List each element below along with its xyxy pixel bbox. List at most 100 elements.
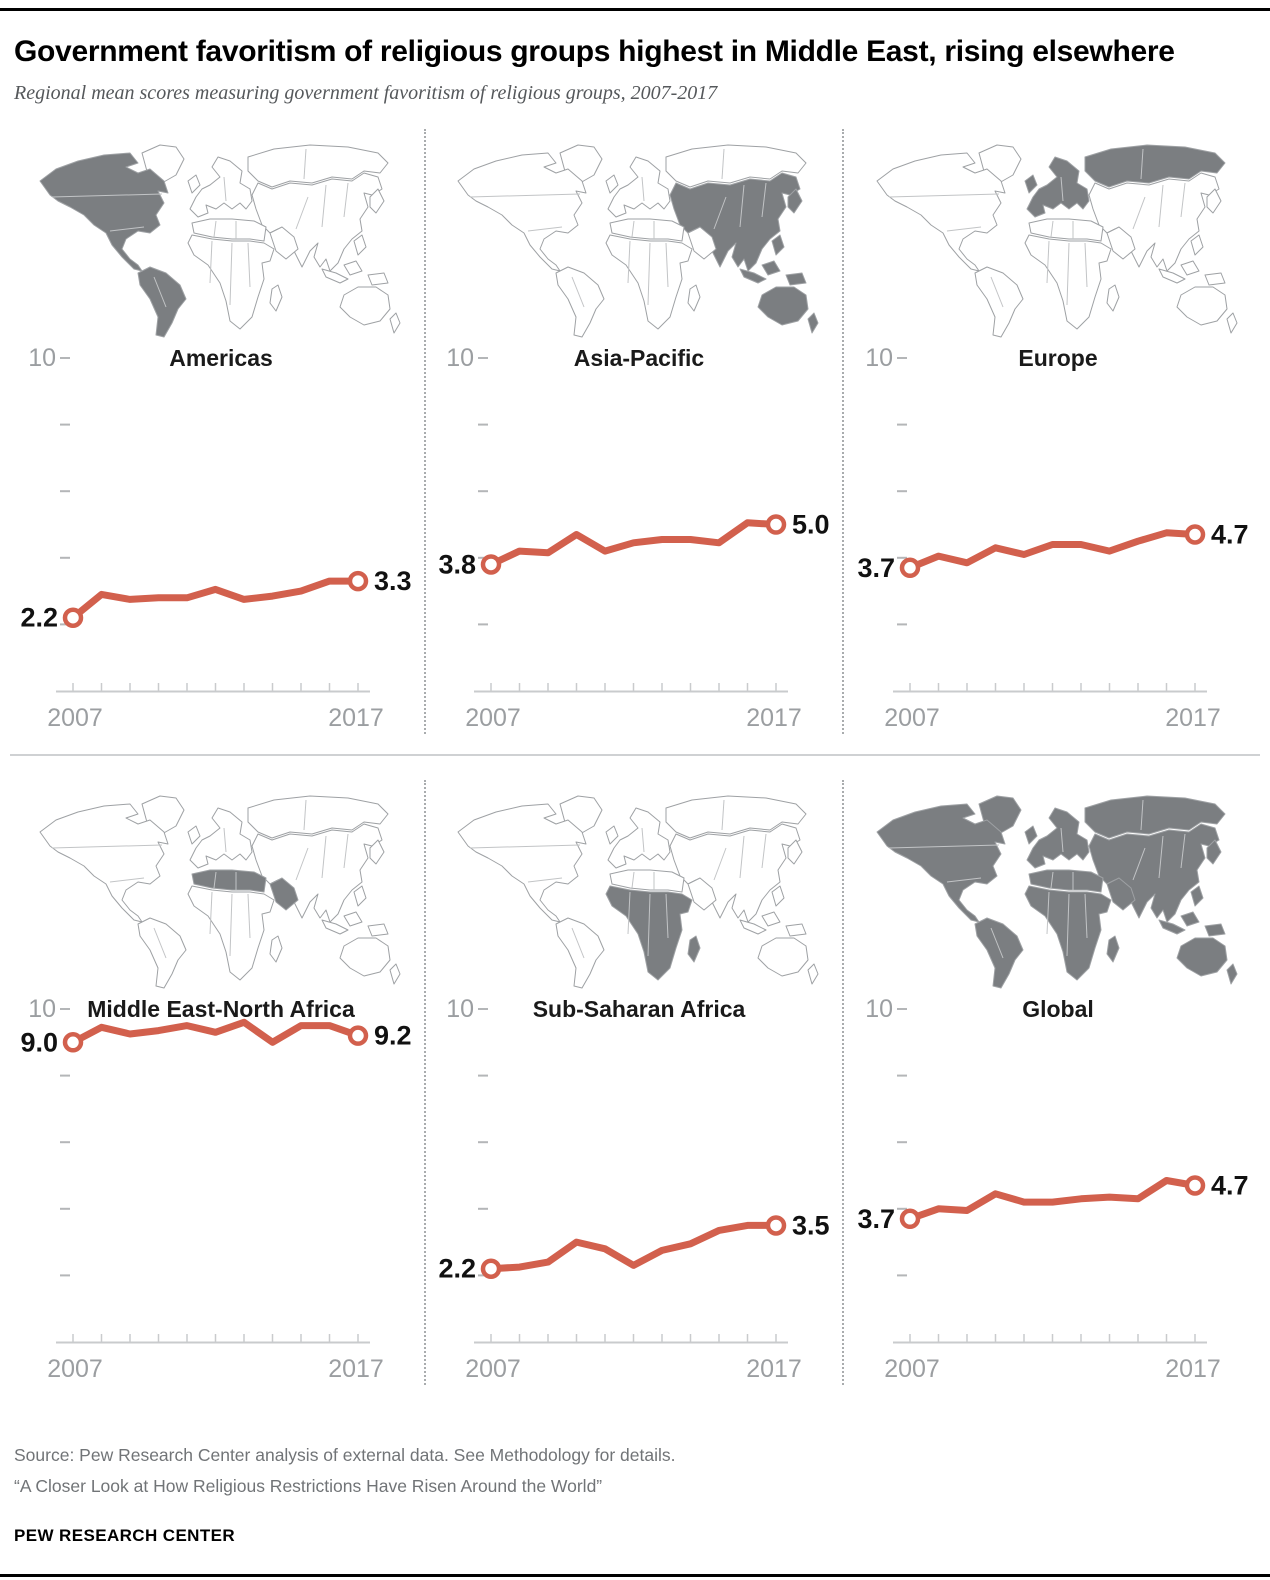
map-country-border: [571, 927, 585, 959]
map-region-japan: [787, 188, 803, 214]
map-region-south_america: [974, 266, 1024, 338]
map-country-border: [247, 242, 251, 288]
start-marker: [480, 554, 502, 575]
map-country-border: [109, 877, 145, 883]
map-region-north_america: [457, 152, 587, 272]
map-country-border: [295, 847, 309, 881]
panel-grid: 10 Americas 2.2 3.3 2007 2017 10 Asia-Pacific 3.…: [0, 129, 1270, 1385]
map-region-mena: [1028, 869, 1136, 911]
map-country-border: [631, 220, 635, 238]
map-country-border: [1050, 220, 1054, 238]
year-start-label: 2007: [465, 704, 521, 732]
footer: Source: Pew Research Center analysis of …: [14, 1443, 1256, 1548]
start-value-label: 2.2: [438, 1254, 476, 1284]
map-region-australia: [757, 937, 809, 977]
map-country-border: [469, 844, 581, 849]
map-region-japan: [369, 188, 385, 214]
map-region-australia: [339, 937, 391, 977]
map-region-sea_islands: [1158, 234, 1226, 286]
map-region-madagascar: [269, 284, 283, 312]
map-country-border: [343, 182, 349, 218]
start-value-label: 9.0: [20, 1027, 58, 1057]
start-marker: [899, 557, 921, 579]
map-region-australia: [1176, 937, 1228, 977]
map-country-border: [343, 833, 349, 869]
global-chart: 10 Global 3.7 4.7 2007 2017: [857, 995, 1249, 1383]
map-region-uk: [605, 174, 619, 194]
map-region-europe: [607, 156, 671, 218]
map-region-japan: [369, 839, 385, 865]
end-value-label: 3.3: [374, 566, 412, 596]
start-marker: [899, 1208, 921, 1230]
map-country-border: [303, 799, 307, 831]
panel-global: 10 Global 3.7 4.7 2007 2017: [844, 780, 1262, 1385]
year-end-label: 2017: [1165, 704, 1221, 732]
map-country-border: [209, 240, 213, 284]
map-country-border: [1060, 827, 1064, 853]
panel-row-1: 10 Americas 2.2 3.3 2007 2017 10 Asia-Pacific 3.…: [0, 129, 1270, 734]
map-country-border: [946, 877, 982, 883]
y-axis-max-label: 10: [865, 995, 893, 1023]
map-country-border: [627, 240, 631, 284]
europe-world-map: [876, 144, 1238, 338]
end-value-label: 3.5: [792, 1210, 830, 1240]
year-end-label: 2017: [1165, 1355, 1221, 1383]
end-value-label: 4.7: [1211, 1170, 1249, 1200]
map-country-border: [713, 196, 727, 230]
map-region-madagascar: [269, 935, 283, 963]
map-country-border: [229, 242, 233, 306]
map-country-border: [1066, 893, 1070, 957]
map-country-border: [303, 148, 307, 180]
y-axis-max-label: 10: [28, 344, 56, 372]
page-title: Government favoritism of religious group…: [14, 35, 1175, 68]
map-region-europe: [1026, 807, 1090, 869]
map-region-north_america: [457, 803, 587, 923]
map-region-mena: [191, 869, 299, 911]
panel-americas: 10 Americas 2.2 3.3 2007 2017: [8, 129, 426, 734]
map-country-border: [247, 893, 251, 939]
trend-line: [69, 577, 362, 622]
chart-title: Americas: [169, 345, 273, 371]
map-country-border: [761, 833, 767, 869]
map-country-border: [51, 193, 163, 198]
year-end-label: 2017: [328, 1355, 384, 1383]
trend-line: [906, 529, 1199, 572]
map-country-border: [223, 176, 227, 202]
map-country-border: [665, 242, 669, 288]
map-country-border: [990, 927, 1004, 959]
map-region-mena: [191, 218, 299, 260]
map-country-border: [469, 193, 581, 198]
map-region-new_zealand: [807, 312, 819, 334]
trend-line: [487, 519, 780, 568]
map-region-north_america: [876, 152, 1006, 272]
map-country-border: [1180, 833, 1186, 869]
chart-title: Europe: [1018, 345, 1097, 371]
map-country-border: [295, 196, 309, 230]
map-region-south_america: [974, 917, 1024, 989]
map-country-border: [1066, 242, 1070, 306]
map-region-europe: [607, 807, 671, 869]
year-start-label: 2007: [47, 1355, 103, 1383]
map-region-mena: [609, 869, 717, 911]
end-marker: [1184, 524, 1206, 545]
year-end-label: 2017: [746, 704, 802, 732]
map-region-north_america: [39, 803, 169, 923]
map-region-south_america: [555, 917, 605, 989]
middle-east-north-africa-chart: 10 Middle East-North Africa 9.0 9.2 2007 2017: [20, 995, 411, 1383]
map-region-mena: [1028, 218, 1136, 260]
map-region-europe: [1026, 156, 1090, 218]
row-divider: [10, 754, 1260, 756]
global-world-map: [876, 795, 1238, 989]
map-region-madagascar: [1106, 284, 1120, 312]
map-country-border: [153, 276, 167, 308]
panel-asia-pacific: 10 Asia-Pacific 3.8 5.0 2007 2017: [426, 129, 844, 734]
end-value-label: 4.7: [1211, 519, 1249, 549]
map-country-border: [51, 844, 163, 849]
end-marker: [765, 1215, 787, 1236]
map-country-border: [1158, 184, 1164, 228]
map-country-border: [1050, 871, 1054, 889]
europe-chart: 10 Europe 3.7 4.7 2007 2017: [857, 344, 1249, 732]
map-region-sea_islands: [321, 234, 389, 286]
map-country-border: [527, 877, 563, 883]
